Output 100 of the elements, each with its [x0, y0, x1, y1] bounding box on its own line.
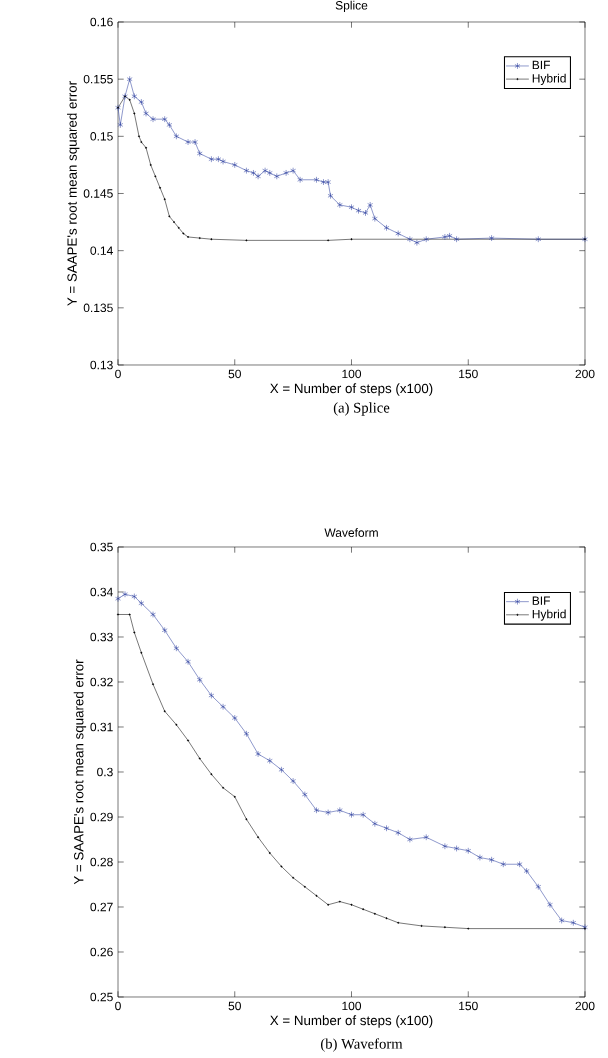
legend-label: Hybrid [532, 609, 566, 621]
point [442, 233, 448, 241]
point [570, 919, 577, 926]
point [535, 236, 542, 243]
point [348, 811, 355, 818]
point [220, 703, 226, 710]
point [283, 169, 289, 177]
point [407, 236, 413, 243]
y-tick-label: 0.29 [90, 812, 113, 822]
point [395, 230, 402, 237]
y-tick-label: 0.135 [83, 303, 113, 313]
point [262, 167, 268, 174]
y-tick-label: 0.16 [90, 17, 113, 27]
point [516, 861, 523, 868]
point [117, 121, 124, 129]
point [320, 178, 327, 186]
point [290, 777, 296, 785]
point [290, 167, 296, 174]
point [185, 658, 191, 665]
y-tick-label: 0.13 [90, 360, 113, 370]
point [327, 192, 334, 199]
point [138, 600, 145, 607]
x-tick-label: 50 [228, 1001, 241, 1011]
y-tick-label: 0.155 [83, 74, 113, 84]
point [150, 611, 156, 618]
point [535, 883, 542, 890]
point [301, 791, 308, 798]
point [414, 239, 420, 246]
point [266, 169, 273, 177]
point [372, 820, 378, 827]
point [423, 236, 430, 243]
x-tick-label: 100 [342, 1001, 362, 1011]
point [243, 730, 250, 737]
x-tick-label: 200 [575, 1001, 595, 1011]
point [313, 176, 320, 183]
point [383, 825, 390, 832]
x-tick-label: 0 [115, 369, 121, 379]
y-tick-label: 0.28 [90, 857, 113, 867]
point [446, 232, 453, 239]
point [558, 917, 565, 924]
point [360, 811, 366, 818]
chart-title: Waveform [324, 528, 378, 537]
y-axis-title: Y = SAAPE's root mean squared error [73, 659, 87, 885]
point [372, 215, 378, 222]
x-axis-title: X = Number of steps (x100) [270, 1015, 433, 1028]
point [453, 236, 460, 243]
point [325, 809, 331, 816]
point [173, 645, 180, 652]
point [115, 595, 121, 602]
point [138, 98, 145, 106]
legend-label: BIF [532, 596, 550, 605]
point [367, 201, 373, 209]
point [266, 757, 273, 764]
x-tick-label: 50 [228, 369, 241, 379]
y-tick-label: 0.15 [90, 132, 113, 141]
point [348, 204, 355, 211]
point [126, 75, 133, 83]
point [231, 714, 238, 722]
point [255, 750, 261, 758]
point [196, 150, 203, 157]
x-tick-label: 200 [575, 369, 595, 379]
y-tick-label: 0.25 [90, 992, 113, 1002]
point [122, 591, 128, 598]
y-tick-label: 0.3 [97, 767, 113, 777]
point [383, 224, 390, 231]
y-tick-label: 0.33 [90, 632, 113, 642]
point [442, 843, 448, 850]
x-axis-title: X = Number of steps (x100) [270, 383, 433, 396]
point [325, 178, 331, 186]
y-tick-label: 0.26 [90, 947, 113, 957]
y-tick-label: 0.27 [90, 902, 113, 912]
point [208, 692, 215, 699]
point [196, 676, 203, 683]
point [220, 158, 226, 165]
point [131, 593, 138, 600]
point [150, 115, 156, 123]
point [131, 93, 138, 100]
point [362, 209, 369, 217]
text: (a) Splice [333, 402, 390, 416]
point [407, 836, 413, 843]
point [500, 861, 507, 868]
point [477, 854, 483, 861]
x-tick-label: 150 [459, 369, 478, 379]
point [523, 867, 530, 875]
y-tick-label: 0.34 [90, 587, 113, 597]
point [453, 845, 460, 852]
point [185, 138, 191, 146]
chart-title: Splice [335, 0, 368, 12]
point [488, 856, 495, 863]
legend-label: Hybrid [532, 73, 566, 85]
point [173, 133, 180, 140]
point [161, 627, 168, 634]
point [250, 169, 257, 177]
y-axis-title: Y = SAAPE's root mean squared error [67, 81, 80, 306]
point [278, 766, 285, 773]
point [243, 167, 250, 174]
point [465, 847, 472, 854]
point [355, 207, 362, 214]
y-tick-label: 0.145 [83, 189, 113, 198]
point [273, 173, 280, 180]
